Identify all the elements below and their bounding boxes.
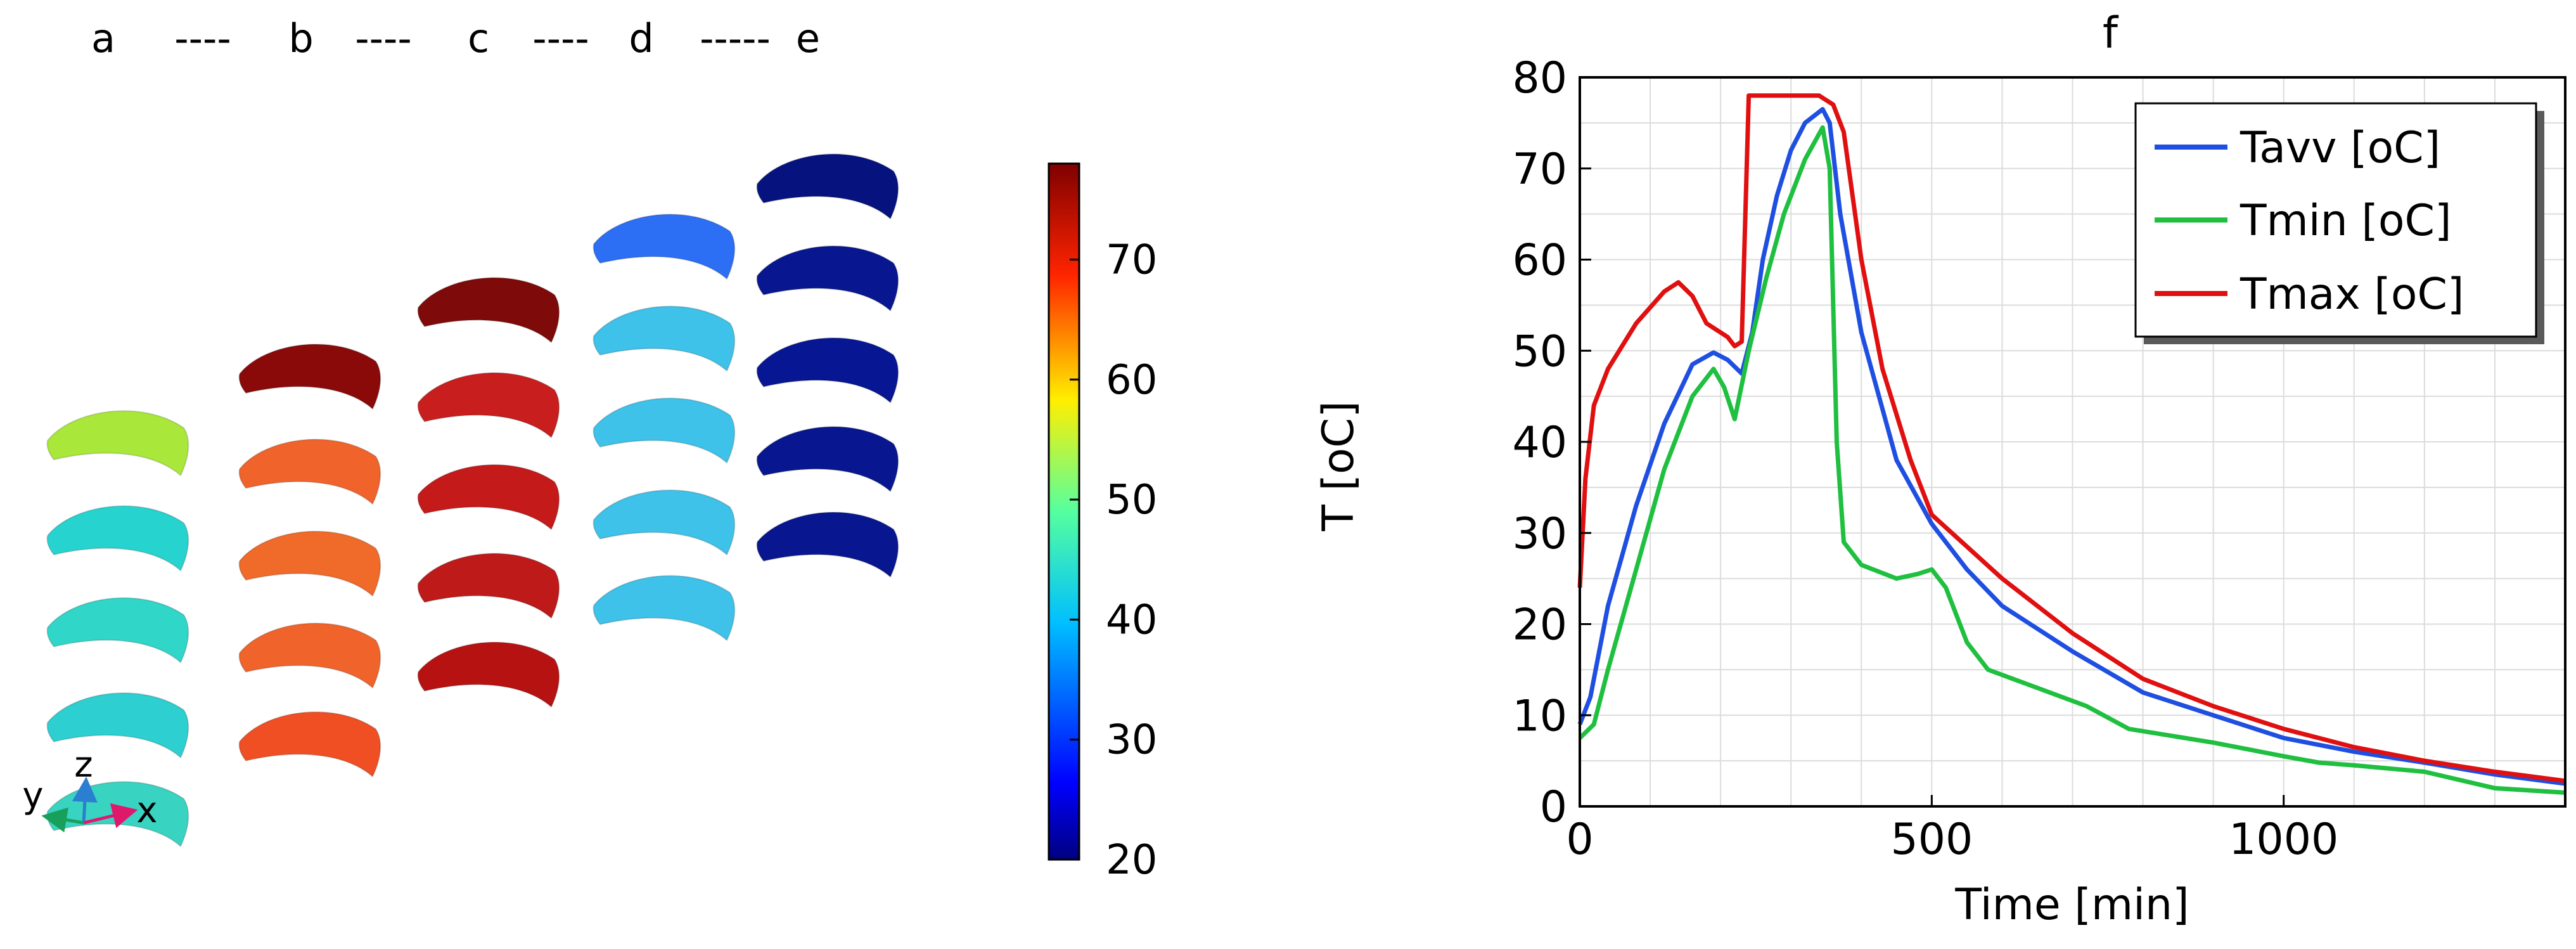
snapshot-e-1 xyxy=(756,153,899,220)
y-tick-label: 10 xyxy=(1512,691,1567,741)
snapshot-c-2 xyxy=(417,372,560,439)
y-tick-label: 70 xyxy=(1512,145,1567,195)
sequence-label-c: c xyxy=(468,15,489,61)
x-tick-label: 1000 xyxy=(2229,815,2338,865)
x-tick-label: 500 xyxy=(1890,815,1973,865)
y-tick-label: 30 xyxy=(1512,509,1567,559)
sequence-labels: a ---- b ---- c ---- d ----- e xyxy=(91,15,820,61)
snapshot-e-3 xyxy=(756,337,899,404)
y-tick-label: 80 xyxy=(1512,53,1567,103)
sequence-dash: ---- xyxy=(532,15,589,61)
colorbar-gradient xyxy=(1048,162,1080,861)
snapshot-c-3 xyxy=(417,464,560,531)
legend-label-tmin: Tmin [oC] xyxy=(2240,196,2452,246)
y-tick-label: 40 xyxy=(1512,418,1567,468)
snapshot-d-5 xyxy=(593,575,736,642)
chart-series xyxy=(1577,93,2566,795)
y-tick-label: 50 xyxy=(1512,326,1567,377)
snapshot-b-5 xyxy=(238,711,381,778)
snapshot-b-4 xyxy=(238,623,381,689)
colorbar-tick-label: 20 xyxy=(1106,837,1157,884)
snapshot-d-3 xyxy=(593,397,736,464)
colorbar: 20 30 40 50 60 70 T [oC] xyxy=(1048,162,1364,884)
sequence-dash: ----- xyxy=(700,15,771,61)
axis-ticks: 0 500 1000 0 10 20 30 40 50 60 70 80 xyxy=(1512,53,2338,865)
sequence-label-e: e xyxy=(796,15,820,61)
x-axis-title: Time [min] xyxy=(1954,880,2189,930)
snapshot-b-3 xyxy=(238,531,381,597)
snapshot-c-4 xyxy=(417,553,560,619)
snapshot-a-1 xyxy=(46,410,189,477)
y-tick-label: 20 xyxy=(1512,600,1567,650)
chart-title: f xyxy=(2103,8,2119,58)
x-tick-label: 0 xyxy=(1566,815,1593,865)
legend-label-tmax: Tmax [oC] xyxy=(2240,269,2464,320)
snapshot-d-4 xyxy=(593,489,736,556)
snapshot-b-2 xyxy=(238,439,381,505)
axes-triad: z x y xyxy=(22,744,158,833)
colorbar-ticks: 20 30 40 50 60 70 xyxy=(1070,236,1157,884)
snapshot-d-2 xyxy=(593,306,736,372)
sequence-label-a: a xyxy=(91,15,115,61)
colorbar-title: T [oC] xyxy=(1314,401,1364,531)
colorbar-tick-label: 60 xyxy=(1106,357,1157,404)
snapshot-e-5 xyxy=(756,512,899,578)
snapshot-a-3 xyxy=(46,597,189,664)
snapshot-c-1 xyxy=(417,277,560,344)
colorbar-tick-label: 30 xyxy=(1106,717,1157,764)
legend-label-tavv: Tavv [oC] xyxy=(2240,123,2440,173)
legend: Tavv [oC] Tmin [oC] Tmax [oC] xyxy=(2134,102,2544,344)
snapshot-d-1 xyxy=(593,214,736,280)
series-line-tmin xyxy=(1578,125,2566,795)
snapshot-a-2 xyxy=(46,505,189,572)
snapshot-b-1 xyxy=(238,344,381,410)
sequence-dash: ---- xyxy=(174,15,231,61)
series-line-tavv xyxy=(1577,107,2566,786)
z-axis-label: z xyxy=(74,744,93,785)
snapshot-c-5 xyxy=(417,642,560,708)
y-tick-label: 0 xyxy=(1540,782,1567,832)
snapshot-a-4 xyxy=(46,692,189,759)
y-axis-arrow xyxy=(41,807,84,833)
sequence-label-b: b xyxy=(288,15,313,61)
sequence-dash: ---- xyxy=(355,15,412,61)
y-axis-label: y xyxy=(22,775,43,817)
series-line-tmax xyxy=(1577,93,2566,784)
colorbar-tick-label: 50 xyxy=(1106,477,1157,524)
snapshot-e-4 xyxy=(756,426,899,493)
z-axis-arrow xyxy=(72,777,98,823)
colorbar-tick-label: 40 xyxy=(1106,597,1157,643)
y-tick-label: 60 xyxy=(1512,236,1567,286)
x-axis-arrow xyxy=(83,803,138,829)
snapshot-e-2 xyxy=(756,245,899,312)
colorbar-tick-label: 70 xyxy=(1106,236,1157,283)
temperature-snapshots xyxy=(46,153,899,848)
sequence-label-d: d xyxy=(629,15,653,61)
line-chart: f 0 500 1000 0 10 20 30 40 50 60 70 80 Time [min] T… xyxy=(1512,8,2566,930)
x-axis-label: x xyxy=(136,790,157,831)
